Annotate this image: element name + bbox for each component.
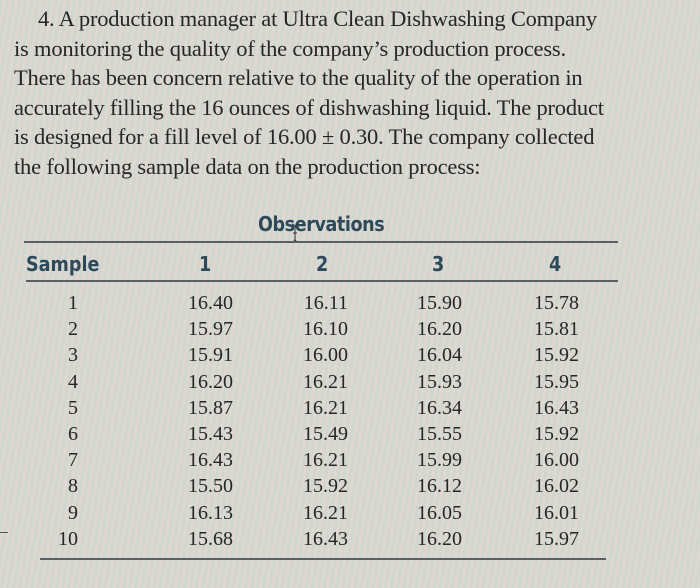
column-header-obs-4: 4 bbox=[549, 252, 562, 276]
sample-number: 9 bbox=[68, 501, 78, 524]
table-bottom-rule bbox=[40, 558, 606, 560]
observation-value: 15.92 bbox=[534, 344, 579, 367]
observation-value: 15.92 bbox=[303, 475, 348, 498]
table-row: 2 15.97 16.10 16.20 15.81 bbox=[0, 316, 700, 342]
observation-value: 16.43 bbox=[534, 396, 579, 419]
observation-value: 16.05 bbox=[417, 501, 462, 524]
observation-value: 15.55 bbox=[417, 422, 462, 445]
table-row: 4 16.20 16.21 15.93 15.95 bbox=[0, 369, 700, 395]
observation-value: 16.40 bbox=[188, 292, 233, 314]
observations-group-header: Observations bbox=[258, 212, 385, 236]
margin-mark bbox=[0, 532, 8, 533]
table-row: 10 15.68 16.43 16.20 15.97 bbox=[0, 526, 700, 552]
table-row: 3 15.91 16.00 16.04 15.92 bbox=[0, 342, 700, 368]
sample-number: 7 bbox=[68, 449, 78, 472]
observation-value: 16.13 bbox=[188, 501, 233, 524]
problem-line: is monitoring the quality of the company… bbox=[14, 35, 566, 61]
table-header-rule bbox=[26, 280, 618, 282]
column-header-obs-2: 2 bbox=[316, 252, 329, 276]
sample-number: 3 bbox=[68, 344, 78, 367]
observation-value: 15.87 bbox=[188, 396, 233, 419]
observation-value: 15.81 bbox=[534, 318, 579, 341]
problem-statement: 4. A production manager at Ultra Clean D… bbox=[14, 4, 694, 181]
observation-value: 16.21 bbox=[303, 370, 348, 393]
column-header-obs-3: 3 bbox=[432, 252, 445, 276]
table-row: 7 16.43 16.21 15.99 16.00 bbox=[0, 447, 700, 473]
observation-value: 15.97 bbox=[534, 527, 579, 550]
observation-value: 16.11 bbox=[303, 292, 348, 314]
observation-value: 15.99 bbox=[417, 449, 462, 472]
observation-value: 16.12 bbox=[417, 475, 462, 498]
observation-value: 15.50 bbox=[188, 475, 233, 498]
observation-value: 16.21 bbox=[303, 396, 348, 419]
problem-line: the following sample data on the product… bbox=[14, 153, 481, 179]
sample-number: 8 bbox=[68, 475, 78, 498]
observation-value: 16.20 bbox=[417, 318, 462, 341]
table-row: 6 15.43 15.49 15.55 15.92 bbox=[0, 421, 700, 447]
table-row: 8 15.50 15.92 16.12 16.02 bbox=[0, 473, 700, 499]
observation-value: 16.02 bbox=[534, 475, 579, 498]
observation-value: 15.49 bbox=[303, 422, 348, 445]
sample-number: 5 bbox=[68, 396, 78, 419]
sample-number: 1 bbox=[68, 292, 78, 314]
observation-value: 16.34 bbox=[417, 396, 462, 419]
table-body: 1 16.40 16.11 15.90 15.78 2 15.97 16.10 … bbox=[0, 290, 700, 552]
observation-value: 16.04 bbox=[417, 344, 462, 367]
observation-value: 16.21 bbox=[303, 449, 348, 472]
observation-value: 15.95 bbox=[534, 370, 579, 393]
observation-value: 15.90 bbox=[417, 292, 462, 314]
table-row: 1 16.40 16.11 15.90 15.78 bbox=[0, 290, 700, 316]
observation-value: 15.97 bbox=[188, 318, 233, 341]
observation-value: 15.92 bbox=[534, 422, 579, 445]
observation-value: 16.43 bbox=[188, 449, 233, 472]
sample-number: 4 bbox=[68, 370, 78, 393]
observation-value: 15.68 bbox=[188, 527, 233, 550]
observation-value: 16.20 bbox=[417, 527, 462, 550]
observation-value: 16.00 bbox=[303, 344, 348, 367]
observation-value: 16.01 bbox=[534, 501, 579, 524]
observation-value: 16.10 bbox=[303, 318, 348, 341]
table-row: 9 16.13 16.21 16.05 16.01 bbox=[0, 500, 700, 526]
observation-value: 15.78 bbox=[534, 292, 579, 314]
observation-value: 16.20 bbox=[188, 370, 233, 393]
table-row: 5 15.87 16.21 16.34 16.43 bbox=[0, 395, 700, 421]
observation-value: 15.91 bbox=[188, 344, 233, 367]
problem-line: There has been concern relative to the q… bbox=[14, 65, 583, 90]
sample-number: 2 bbox=[68, 318, 78, 341]
sample-number: 10 bbox=[58, 527, 78, 550]
observation-value: 16.21 bbox=[303, 501, 348, 524]
column-header-sample: Sample bbox=[26, 252, 100, 276]
observation-value: 16.43 bbox=[303, 527, 348, 550]
observation-value: 15.43 bbox=[188, 422, 233, 445]
problem-line: 4. A production manager at Ultra Clean D… bbox=[38, 6, 597, 31]
problem-line: accurately filling the 16 ounces of dish… bbox=[14, 94, 604, 120]
observation-value: 16.00 bbox=[534, 449, 579, 472]
text-cursor-icon bbox=[291, 223, 299, 243]
column-header-obs-1: 1 bbox=[199, 252, 212, 276]
problem-line: is designed for a fill level of 16.00 ± … bbox=[14, 124, 595, 149]
sample-number: 6 bbox=[68, 422, 78, 445]
table-top-rule bbox=[24, 241, 618, 243]
observation-value: 15.93 bbox=[417, 370, 462, 393]
